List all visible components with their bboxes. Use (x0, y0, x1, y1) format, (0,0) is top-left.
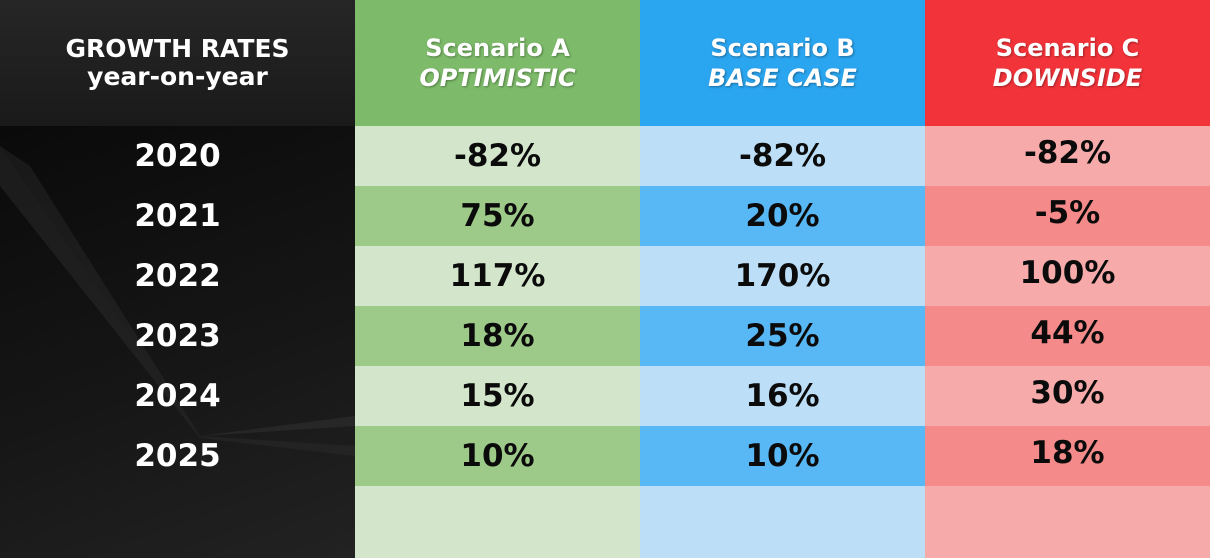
table-corner-header: GROWTH RATES year-on-year (0, 0, 355, 126)
year-column-background (0, 126, 355, 558)
cell-scenario-c-2023: 44% (925, 306, 1210, 366)
cell-scenario-a-2023: 18% (355, 306, 640, 366)
corner-title: GROWTH RATES (65, 34, 290, 63)
cell-scenario-b-2025: 10% (640, 426, 925, 486)
cell-scenario-a-2020: -82% (355, 126, 640, 186)
footer-scenario-c-blank (925, 486, 1210, 558)
cell-scenario-a-2024: 15% (355, 366, 640, 426)
column-header-name: Scenario B (710, 34, 855, 62)
footer-scenario-a-blank (355, 486, 640, 558)
row-year-2020: 2020 (134, 138, 221, 174)
column-header-subtitle: OPTIMISTIC (419, 64, 576, 92)
cell-scenario-a-2025: 10% (355, 426, 640, 486)
column-header-subtitle: BASE CASE (708, 64, 857, 92)
row-year-2023: 2023 (134, 318, 221, 354)
decorative-shard-graphic (0, 146, 355, 456)
footer-year-blank (0, 486, 355, 558)
cell-scenario-c-2024: 30% (925, 366, 1210, 426)
column-header-scenario-c: Scenario C DOWNSIDE (925, 0, 1210, 126)
column-header-name: Scenario A (425, 34, 570, 62)
cell-scenario-c-2022: 100% (925, 246, 1210, 306)
corner-subtitle: year-on-year (87, 62, 268, 91)
cell-scenario-b-2020: -82% (640, 126, 925, 186)
cell-scenario-b-2023: 25% (640, 306, 925, 366)
cell-scenario-a-2021: 75% (355, 186, 640, 246)
cell-scenario-c-2021: -5% (925, 186, 1210, 246)
cell-scenario-a-2022: 117% (355, 246, 640, 306)
cell-scenario-b-2024: 16% (640, 366, 925, 426)
row-year-2022: 2022 (134, 258, 221, 294)
cell-scenario-b-2021: 20% (640, 186, 925, 246)
column-header-scenario-a: Scenario A OPTIMISTIC (355, 0, 640, 126)
row-year-2021: 2021 (134, 198, 221, 234)
column-header-name: Scenario C (995, 34, 1140, 62)
row-year-2025: 2025 (134, 438, 221, 474)
cell-scenario-c-2025: 18% (925, 426, 1210, 486)
row-year-2024: 2024 (134, 378, 221, 414)
column-header-scenario-b: Scenario B BASE CASE (640, 0, 925, 126)
footer-scenario-b-blank (640, 486, 925, 558)
column-header-subtitle: DOWNSIDE (992, 64, 1143, 92)
cell-scenario-b-2022: 170% (640, 246, 925, 306)
cell-scenario-c-2020: -82% (925, 126, 1210, 186)
